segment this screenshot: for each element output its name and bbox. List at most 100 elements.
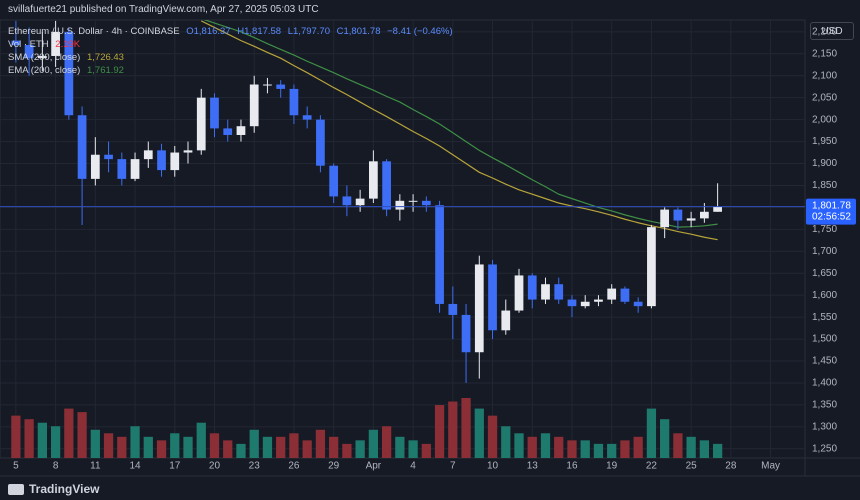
candle-body (157, 150, 166, 171)
candle-body (686, 218, 696, 221)
volume-bar (90, 429, 100, 458)
ohlc-low: L1,797.70 (287, 26, 330, 37)
ohlc-close: C1,801.78 (336, 26, 381, 37)
volume-bar (593, 443, 604, 458)
volume-bar (77, 412, 87, 458)
candle-body (580, 301, 590, 307)
brand-logo (8, 483, 24, 495)
candle-body (51, 31, 60, 56)
candle-body (90, 154, 100, 179)
volume-bar (501, 426, 511, 458)
volume-bar (50, 426, 61, 458)
volume-bar (699, 440, 710, 458)
volume-pane (11, 398, 723, 458)
y-tick-label: 1,650 (812, 268, 837, 279)
candle-body (567, 299, 577, 307)
volume-bar (620, 440, 630, 458)
x-tick-label: 28 (725, 461, 737, 472)
volume-bar (302, 440, 312, 458)
volume-bar (434, 405, 445, 458)
x-tick-label: 13 (527, 461, 539, 472)
candle-body (700, 211, 709, 219)
candle-body (24, 45, 34, 59)
volume-bar (712, 443, 723, 458)
volume-bar (408, 440, 418, 458)
volume-bar (196, 422, 206, 458)
volume-bar (580, 440, 590, 458)
volume-bar (223, 440, 233, 458)
candle-body (236, 126, 246, 135)
y-tick-label: 1,300 (812, 421, 837, 432)
volume-bar (474, 408, 484, 458)
candle-body (435, 205, 444, 304)
candle-body (647, 227, 656, 307)
ema-legend: EMA (200, close) 1,761.92 (8, 65, 128, 76)
volume-bar (421, 443, 431, 458)
volume-bar (554, 436, 564, 458)
sma-name: SMA (200, close) (8, 52, 81, 63)
volume-bar (103, 433, 114, 458)
y-tick-label: 1,400 (812, 378, 837, 389)
volume-bar (117, 436, 127, 458)
y-tick-label: 1,350 (812, 400, 837, 411)
volume-bar (514, 433, 524, 458)
y-tick-label: 2,150 (812, 48, 837, 59)
x-tick-label: 5 (13, 461, 19, 472)
volume-bar (236, 443, 246, 458)
volume-bar (540, 433, 551, 458)
candle-body (355, 198, 365, 206)
volume-bar (130, 426, 140, 458)
x-tick-label: 22 (646, 461, 658, 472)
y-tick-label: 1,250 (812, 443, 837, 454)
volume-bar (448, 401, 458, 458)
volume-bar (633, 436, 643, 458)
volume-bar (262, 436, 273, 458)
ohlc-open: O1,816.37 (186, 26, 231, 37)
candle-body (607, 288, 617, 300)
volume-bar (342, 443, 352, 458)
candle-body (130, 159, 140, 179)
candle-body (302, 115, 312, 120)
volume-bar (276, 436, 286, 458)
volume-value: 2.19K (55, 39, 81, 50)
y-tick-label: 1,950 (812, 136, 837, 147)
y-tick-label: 2,100 (812, 70, 837, 81)
x-tick-label: 8 (53, 461, 59, 472)
candle-body (210, 97, 219, 129)
candle-body (594, 299, 603, 302)
x-tick-label: 20 (209, 461, 221, 472)
x-tick-label: 17 (169, 461, 181, 472)
candle-body (395, 200, 405, 210)
candle-body (369, 161, 378, 199)
candle-body (713, 206, 722, 212)
candle-body (276, 84, 286, 89)
candle-body (461, 314, 471, 353)
candle-body (104, 154, 113, 160)
candle-body (170, 152, 180, 171)
y-tick-label: 1,500 (812, 334, 837, 345)
volume-bar (381, 426, 392, 458)
candle-body (501, 310, 511, 331)
volume-bar (249, 429, 259, 458)
y-tick-label: 1,900 (812, 158, 837, 169)
x-tick-label: 19 (606, 461, 618, 472)
candle-body (514, 275, 524, 311)
candle-body (554, 284, 564, 300)
candle-body (289, 88, 299, 116)
x-tick-label: 16 (566, 461, 578, 472)
currency-button[interactable]: USD (810, 22, 854, 40)
volume-bar (143, 436, 153, 458)
indicator-line (200, 20, 718, 241)
volume-bar (156, 440, 167, 458)
volume-bar (527, 436, 537, 458)
volume-bar (11, 415, 21, 458)
candle-body (11, 40, 21, 46)
candle-body (143, 150, 153, 160)
ema-name: EMA (200, close) (8, 65, 81, 76)
last-price-label: 1,801.78 (812, 200, 851, 211)
y-tick-label: 1,750 (812, 224, 837, 235)
candle-body (77, 115, 87, 179)
y-tick-label: 1,850 (812, 180, 837, 191)
